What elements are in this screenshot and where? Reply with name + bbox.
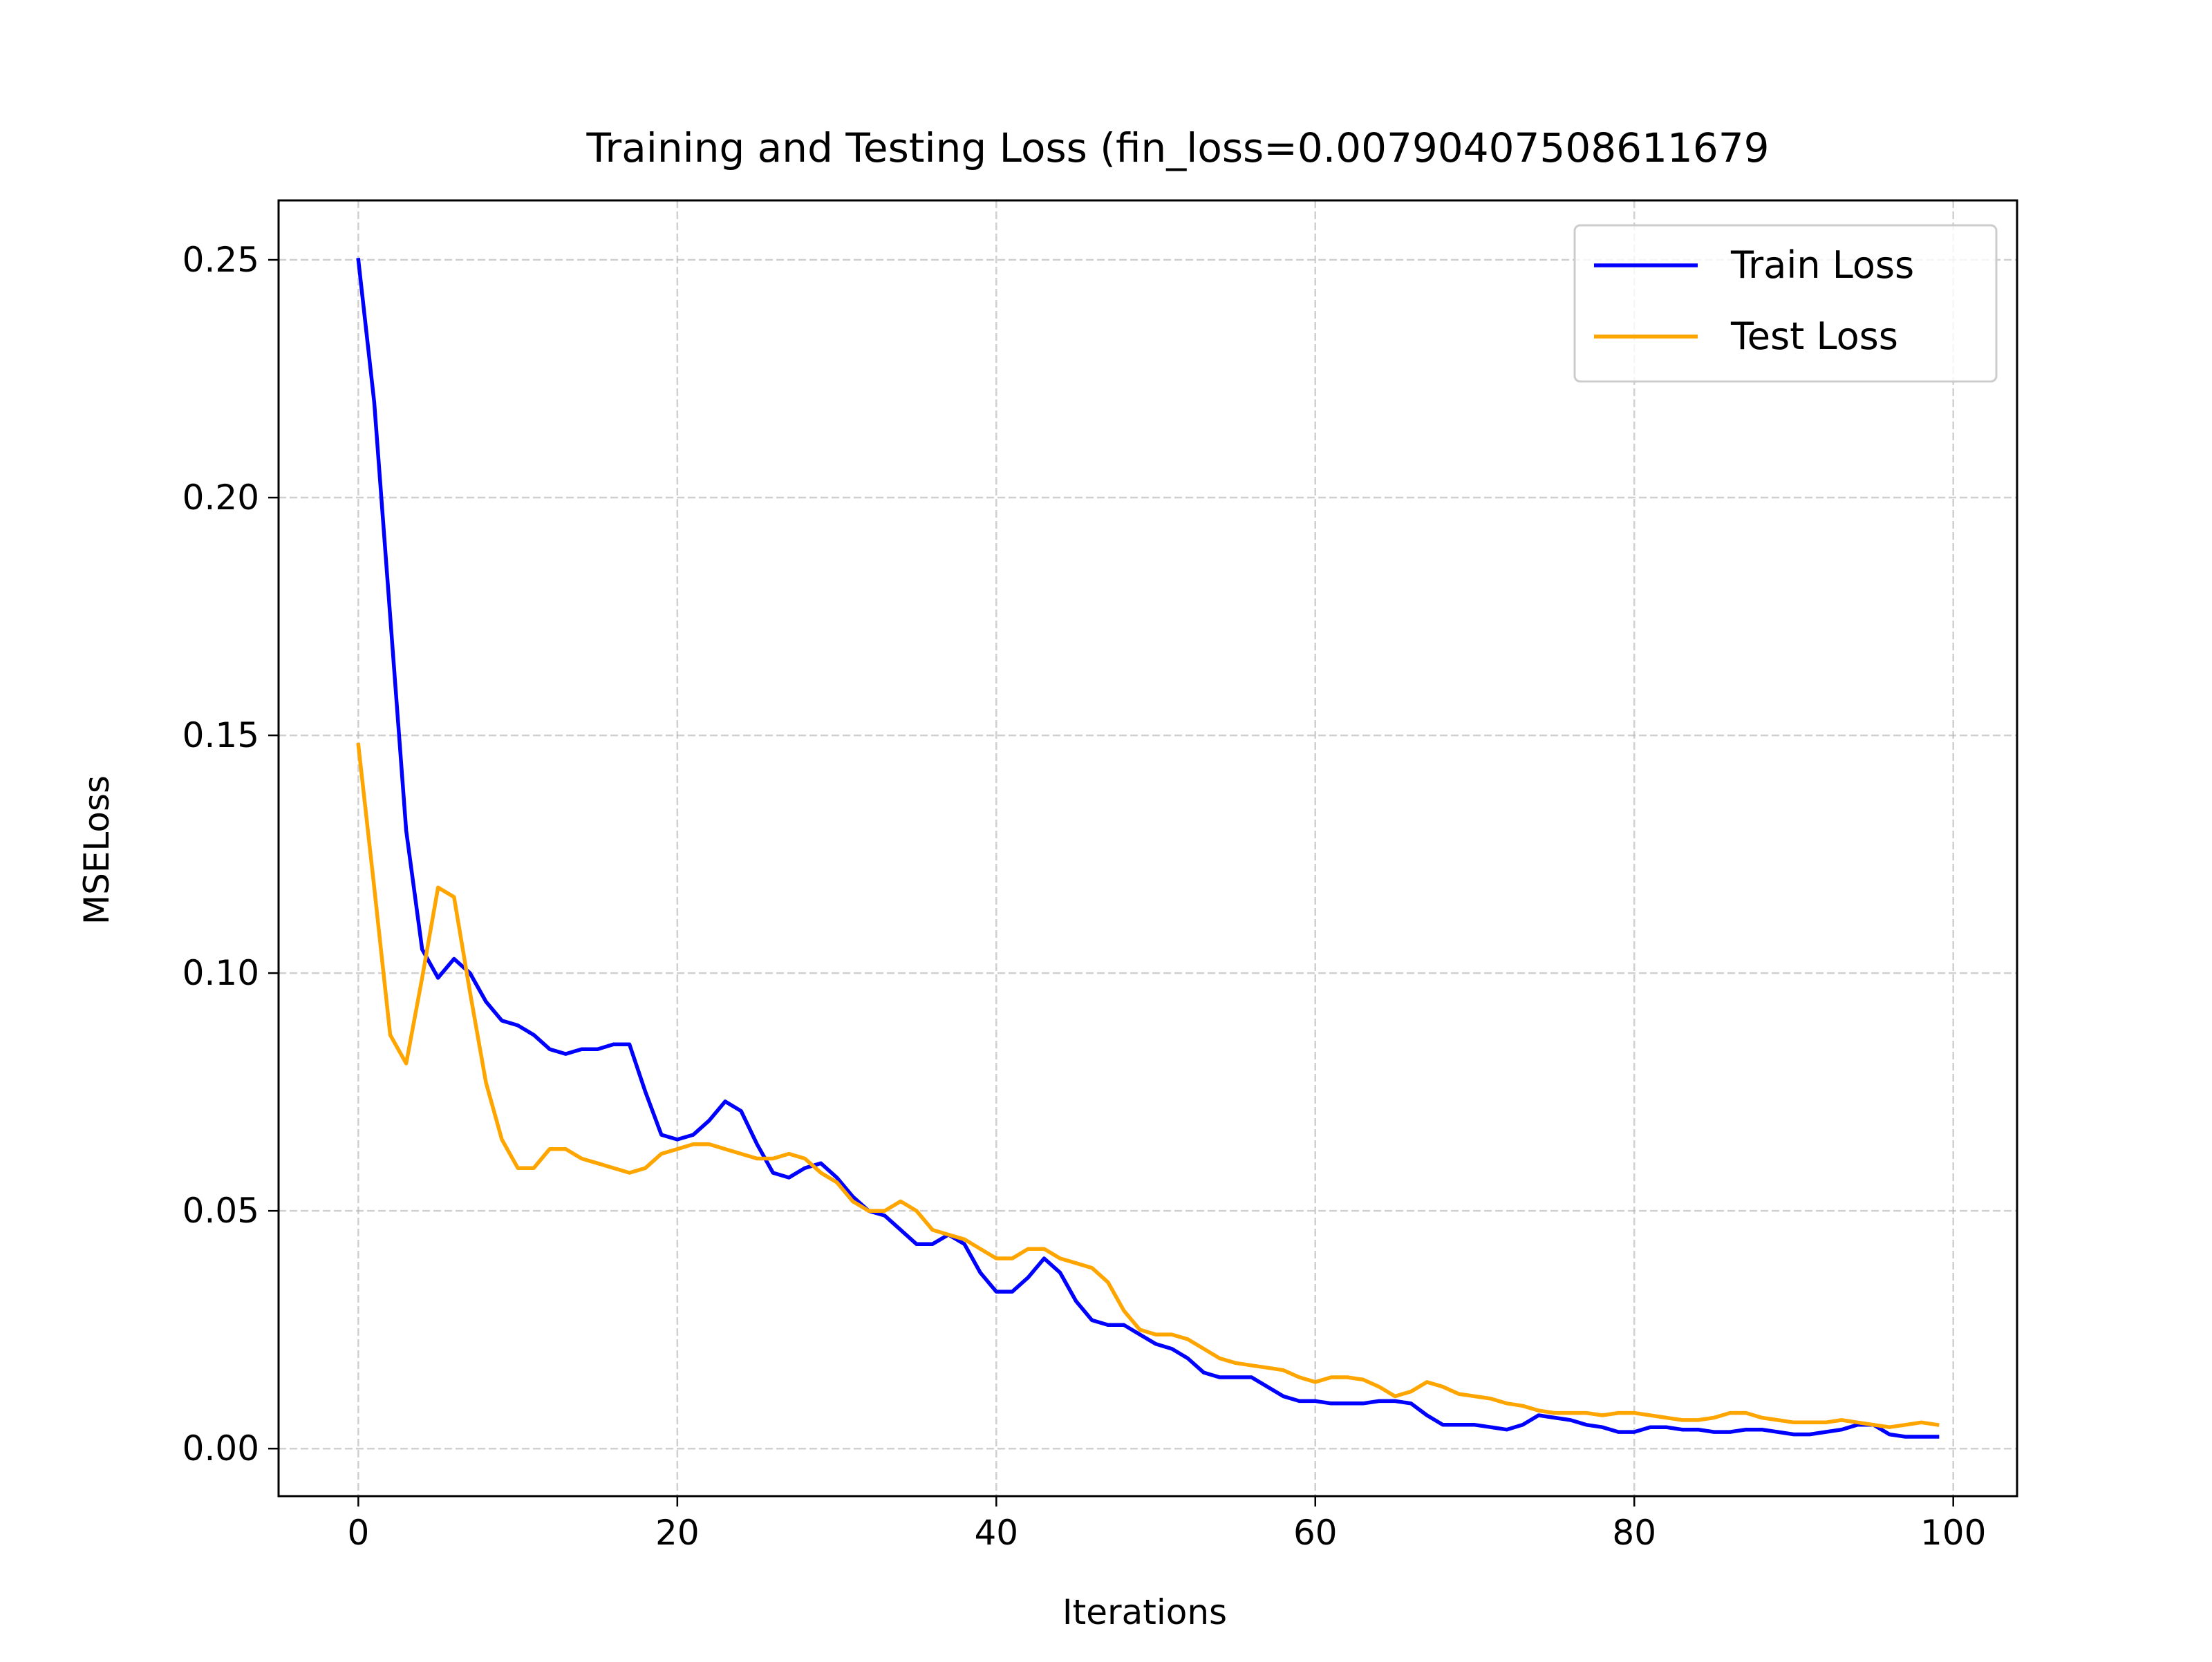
x-tick-label: 100 <box>1920 1513 1986 1553</box>
y-tick-label: 0.10 <box>182 953 259 993</box>
train-loss-legend-label: Train Loss <box>1730 243 1914 287</box>
axis-ticks: 0 20 40 60 80 100 0.00 0.05 0.10 0.15 0.20 0.25 <box>182 240 1987 1553</box>
x-axis-label: Iterations <box>1062 1592 1227 1632</box>
plot-frame <box>277 199 2018 1498</box>
series-lines <box>356 257 1940 1439</box>
legend: Train Loss Test Loss <box>1573 224 1998 383</box>
test-loss-line <box>356 742 1940 1429</box>
x-tick-label: 40 <box>974 1513 1018 1553</box>
x-tick-label: 0 <box>347 1513 369 1553</box>
y-tick-label: 0.20 <box>182 478 259 518</box>
x-tick-label: 20 <box>655 1513 700 1553</box>
y-tick-label: 0.05 <box>182 1191 259 1231</box>
y-axis-label: MSELoss <box>77 775 117 925</box>
test-loss-legend-label: Test Loss <box>1730 314 1898 358</box>
x-tick-label: 60 <box>1293 1513 1338 1553</box>
y-tick-label: 0.00 <box>182 1428 259 1469</box>
chart-title: Training and Testing Loss (fin_loss=0.00… <box>585 124 1769 171</box>
grid-lines <box>279 200 2017 1496</box>
y-tick-label: 0.15 <box>182 715 259 755</box>
x-tick-label: 80 <box>1612 1513 1656 1553</box>
train-loss-line <box>356 257 1940 1439</box>
y-tick-label: 0.25 <box>182 240 259 280</box>
